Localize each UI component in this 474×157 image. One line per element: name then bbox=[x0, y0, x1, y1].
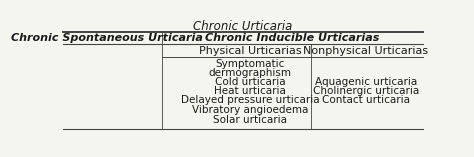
Text: Chronic Urticaria: Chronic Urticaria bbox=[193, 20, 292, 33]
Text: Chronic Inducible Urticarias: Chronic Inducible Urticarias bbox=[205, 33, 380, 43]
Text: Vibratory angioedema: Vibratory angioedema bbox=[192, 105, 309, 115]
Text: Chronic Spontaneous Urticaria: Chronic Spontaneous Urticaria bbox=[11, 33, 203, 43]
Text: Delayed pressure urticaria: Delayed pressure urticaria bbox=[181, 95, 319, 106]
Text: Cold urticaria: Cold urticaria bbox=[215, 77, 285, 87]
Text: Physical Urticarias: Physical Urticarias bbox=[199, 46, 301, 56]
Text: Nonphysical Urticarias: Nonphysical Urticarias bbox=[303, 46, 428, 56]
Text: Cholinergic urticaria: Cholinergic urticaria bbox=[313, 86, 419, 96]
Text: Aquagenic urticaria: Aquagenic urticaria bbox=[315, 77, 417, 87]
Text: Solar urticaria: Solar urticaria bbox=[213, 115, 287, 125]
Text: Symptomatic: Symptomatic bbox=[216, 59, 285, 69]
Text: Heat urticaria: Heat urticaria bbox=[214, 86, 286, 96]
Text: Contact urticaria: Contact urticaria bbox=[322, 95, 410, 106]
Text: dermographism: dermographism bbox=[209, 68, 292, 78]
